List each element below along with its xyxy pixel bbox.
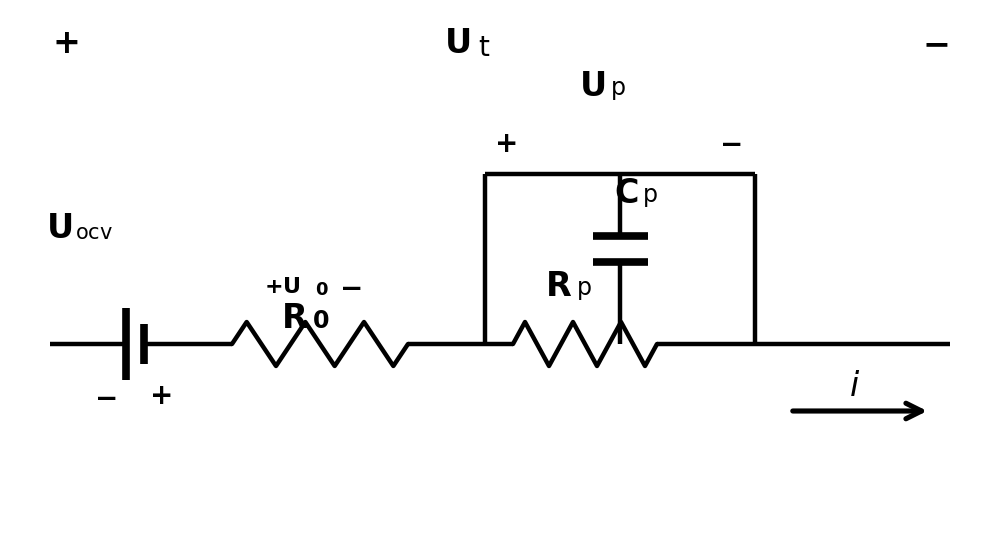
Text: $\mathbf{-}$: $\mathbf{-}$ <box>719 131 741 158</box>
Text: $\mathbf{U}$: $\mathbf{U}$ <box>46 213 72 245</box>
Text: $\mathbf{+}$: $\mathbf{+}$ <box>149 384 171 411</box>
Text: $\mathbf{C}$: $\mathbf{C}$ <box>614 178 638 210</box>
Text: $\mathbf{R}$: $\mathbf{R}$ <box>281 303 308 335</box>
Text: $\mathrm{p}$: $\mathrm{p}$ <box>610 78 626 102</box>
Text: $\mathbf{-}$: $\mathbf{-}$ <box>922 28 948 60</box>
Text: $\mathrm{ocv}$: $\mathrm{ocv}$ <box>75 223 113 243</box>
Text: $\mathbf{-}$: $\mathbf{-}$ <box>94 384 116 411</box>
Text: $\mathbf{+}$: $\mathbf{+}$ <box>52 28 78 60</box>
Text: $\mathbf{0}$: $\mathbf{0}$ <box>312 311 329 333</box>
Text: $\mathit{i}$: $\mathit{i}$ <box>849 371 861 403</box>
Text: $\mathbf{0}$: $\mathbf{0}$ <box>315 281 329 299</box>
Text: $\mathbf{+U}$: $\mathbf{+U}$ <box>264 276 300 298</box>
Text: $\mathrm{p}$: $\mathrm{p}$ <box>642 185 658 209</box>
Text: $\mathbf{-}$: $\mathbf{-}$ <box>339 273 361 300</box>
Text: $\mathbf{+}$: $\mathbf{+}$ <box>494 131 516 158</box>
Text: $\mathbf{U}$: $\mathbf{U}$ <box>444 28 470 60</box>
Text: $\mathbf{U}$: $\mathbf{U}$ <box>579 71 605 103</box>
Text: $\mathrm{t}$: $\mathrm{t}$ <box>478 35 490 61</box>
Text: $\mathrm{p}$: $\mathrm{p}$ <box>576 278 592 302</box>
Text: $\mathbf{R}$: $\mathbf{R}$ <box>545 271 572 303</box>
